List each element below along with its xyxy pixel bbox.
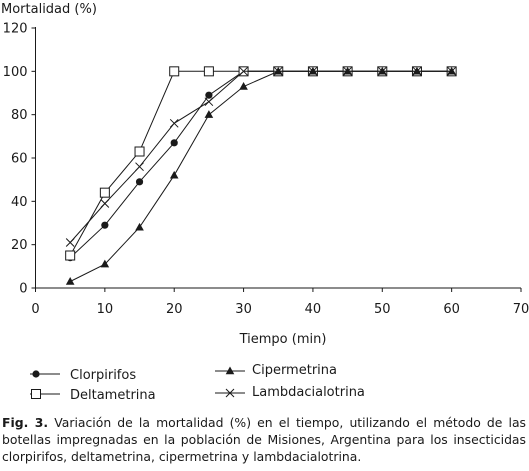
series-lambdacialotrina: [65, 66, 456, 247]
x-tick-label: 10: [97, 302, 114, 317]
legend-label-clorpirifos: Clorpirifos: [70, 368, 136, 383]
point-clorpirifos: [205, 91, 213, 99]
point-clorpirifos: [135, 178, 144, 186]
point-lambdacialotrina: [100, 199, 110, 208]
point-deltametrina: [169, 66, 180, 77]
point-cipermetrina: [204, 110, 214, 118]
point-clorpirifos: [170, 139, 178, 147]
point-cipermetrina: [135, 222, 144, 231]
point-lambdacialotrina: [169, 118, 179, 128]
figure-caption: Fig. 3. Variación de la mortalidad (%) e…: [2, 414, 526, 465]
point-deltametrina: [99, 187, 110, 198]
point-cipermetrina: [169, 170, 179, 179]
point-lambdacialotrina: [308, 66, 318, 76]
x-tick-label: 70: [513, 302, 529, 317]
series-layer: [65, 66, 457, 285]
y-tick-label: 100: [3, 65, 28, 80]
series-line-clorpirifos: [69, 70, 452, 259]
axes: 0 20 40 60 80 100 120 0 10 20 30 40 50 60 70: [3, 22, 529, 318]
y-tick-label: 40: [11, 195, 28, 210]
x-tick-label: 40: [305, 302, 322, 317]
series-line-deltametrina: [69, 70, 452, 256]
x-tick-label: 20: [166, 302, 183, 317]
legend-marker-lambdacialotrina: [225, 388, 235, 398]
x-axis-title: Tiempo (min): [239, 332, 327, 347]
point-deltametrina: [203, 66, 214, 77]
point-clorpirifos: [101, 221, 109, 229]
point-lambdacialotrina: [239, 66, 248, 76]
legend-label-cipermetrina: Cipermetrina: [252, 363, 337, 378]
legend-marker-cipermetrina: [225, 366, 235, 375]
point-cipermetrina: [239, 82, 248, 90]
legend-label-deltametrina: Deltametrina: [70, 388, 156, 403]
point-deltametrina: [134, 146, 145, 157]
x-tick-label: 60: [443, 302, 460, 317]
y-tick-label: 120: [3, 22, 28, 37]
series-cipermetrina: [65, 66, 456, 285]
caption-label: Fig. 3.: [2, 415, 49, 430]
point-lambdacialotrina: [412, 66, 422, 76]
legend-marker-clorpirifos: [32, 370, 40, 378]
series-clorpirifos: [66, 67, 456, 262]
legend: Clorpirifos Deltametrina Cipermetrina La…: [30, 363, 365, 403]
x-tick-label: 30: [235, 302, 252, 317]
point-cipermetrina: [65, 277, 75, 285]
legend-item-lambdacialotrina: Lambdacialotrina: [215, 385, 365, 400]
y-tick-label: 20: [11, 238, 28, 253]
point-lambdacialotrina: [135, 162, 144, 172]
legend-item-clorpirifos: Clorpirifos: [30, 368, 136, 383]
legend-item-deltametrina: Deltametrina: [30, 388, 156, 403]
x-tick-label: 50: [374, 302, 391, 317]
series-deltametrina: [65, 66, 457, 261]
point-cipermetrina: [100, 259, 110, 268]
point-lambdacialotrina: [204, 97, 214, 107]
point-lambdacialotrina: [377, 66, 387, 76]
y-axis-title: Mortalidad (%): [1, 2, 97, 17]
y-tick-label: 80: [11, 108, 28, 123]
legend-label-lambdacialotrina: Lambdacialotrina: [252, 385, 365, 400]
series-line-cipermetrina: [69, 70, 452, 282]
legend-item-cipermetrina: Cipermetrina: [215, 363, 337, 378]
point-lambdacialotrina: [343, 66, 352, 76]
legend-marker-deltametrina: [31, 389, 41, 399]
x-tick-label: 0: [31, 302, 39, 317]
point-deltametrina: [65, 250, 76, 261]
point-lambdacialotrina: [273, 66, 283, 76]
y-tick-label: 60: [11, 152, 28, 167]
series-line-lambdacialotrina: [69, 70, 452, 243]
point-lambdacialotrina: [65, 238, 75, 247]
mortality-line-chart: Mortalidad (%) 0 20 40 60 80 100 120 0 10 20 30 40 5…: [1, 2, 529, 403]
y-tick-label: 0: [19, 282, 27, 297]
point-lambdacialotrina: [447, 66, 456, 76]
caption-text: Variación de la mortalidad (%) en el tie…: [2, 415, 526, 464]
